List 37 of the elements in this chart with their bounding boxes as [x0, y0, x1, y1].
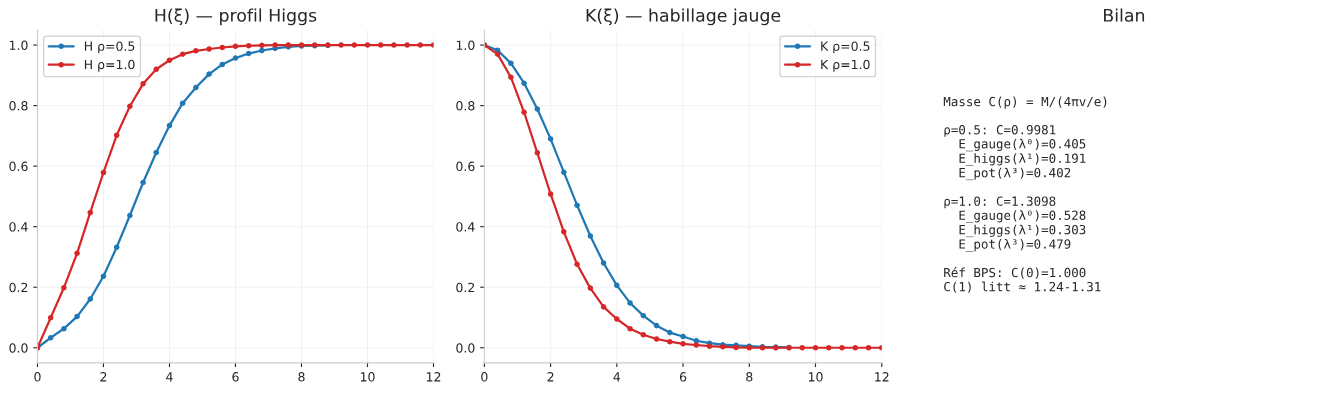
y-tick-label: 0.0	[456, 343, 475, 353]
x-tick-label: 6	[679, 372, 687, 382]
y-tick-label: 0.6	[456, 161, 475, 172]
x-tick-label: 12	[426, 372, 441, 382]
text: ρ=0.5: C=0.9981 E_gauge(λ⁰)=0.405 E_higgs(λ¹)=0.191 E_pot(λ³)=0.402	[944, 124, 1086, 181]
y-tick-label: 0.4	[9, 222, 28, 232]
x-tick-label: 6	[232, 372, 239, 382]
y-tick-label: 0.8	[9, 101, 28, 111]
y-tick-label: 1.0	[9, 40, 28, 50]
x-tick-label: 4	[166, 372, 173, 382]
legend-label: H ρ=1.0	[84, 59, 135, 72]
x-tick-label: 0	[481, 372, 488, 382]
x-tick-label: 10	[360, 372, 375, 382]
x-tick-label: 2	[100, 372, 107, 382]
x-tick-label: 2	[547, 372, 554, 382]
x-tick-label: 8	[746, 372, 753, 382]
x-tick-label: 0	[34, 372, 41, 382]
x-tick-label: 8	[298, 372, 305, 382]
text: Réf BPS: C(0)=1.000 C(1) litt ≈ 1.24-1.31	[944, 267, 1101, 293]
y-tick-label: 0.6	[9, 161, 28, 172]
legend-label: K ρ=0.5	[821, 41, 870, 54]
text: Masse C(ρ) = M/(4πv/e)	[943, 96, 1107, 109]
x-tick-label: 10	[808, 372, 823, 382]
legend-label: K ρ=1.0	[821, 59, 870, 72]
chart-title: K(ξ) — habillage jauge	[586, 8, 781, 26]
x-tick-label: 12	[875, 372, 889, 382]
chart-title: H(ξ) — profil Higgs	[155, 8, 317, 26]
y-tick-label: 0.0	[9, 343, 28, 353]
y-tick-label: 0.8	[456, 101, 475, 111]
text: ρ=1.0: C=1.3098 E_gauge(λ⁰)=0.528 E_higgs(λ¹)=0.303 E_pot(λ³)=0.479	[944, 196, 1086, 252]
y-tick-label: 0.2	[9, 282, 28, 293]
x-tick-label: 4	[613, 372, 621, 382]
y-tick-label: 1.0	[456, 40, 475, 50]
y-tick-label: 0.4	[456, 222, 475, 232]
y-tick-label: 0.2	[456, 282, 475, 293]
legend-label: H ρ=0.5	[84, 41, 135, 54]
text: Bilan	[1104, 8, 1145, 22]
